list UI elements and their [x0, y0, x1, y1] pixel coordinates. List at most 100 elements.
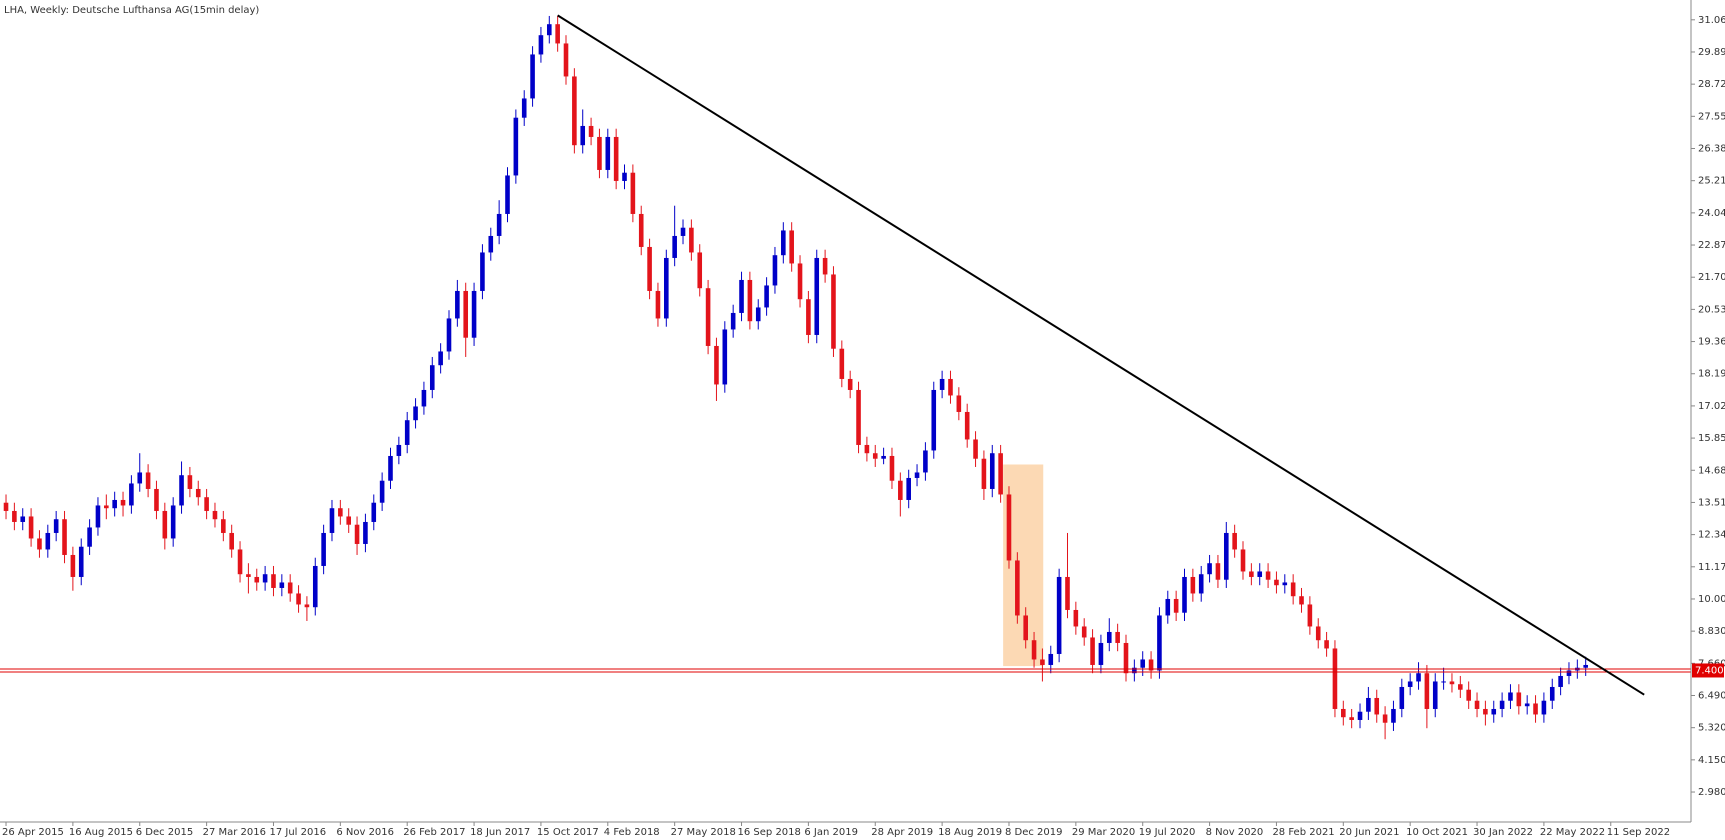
candle-body [730, 312, 736, 330]
x-tick-label: 17 Jul 2016 [269, 827, 326, 838]
candle-body [1223, 532, 1229, 580]
x-tick-label: 6 Jan 2019 [804, 827, 858, 838]
candle-body [1407, 681, 1413, 687]
candle-body [931, 389, 937, 451]
x-tick-label: 27 Mar 2016 [203, 827, 266, 838]
candle-body [714, 345, 719, 385]
candle-body [747, 279, 753, 322]
candle-body [1424, 673, 1430, 709]
candle-body [488, 235, 494, 253]
candle-body [981, 458, 987, 489]
candle-body [262, 574, 268, 583]
candle-body [1499, 700, 1505, 709]
candle-body [722, 329, 728, 385]
candle-body [246, 574, 251, 577]
candle-body [555, 24, 560, 44]
candle-body [914, 472, 920, 478]
candle-body [923, 450, 928, 473]
candle-body [87, 527, 92, 547]
x-tick-label: 26 Feb 2017 [403, 827, 465, 838]
candle-body [1215, 563, 1221, 580]
candle-body [120, 499, 126, 506]
candle-body [304, 604, 310, 608]
candle-body [1140, 659, 1146, 668]
candle-body [697, 252, 703, 289]
candle-body [429, 365, 435, 390]
y-tick-label: 31.060 [1698, 15, 1725, 26]
candle-body [1541, 700, 1547, 715]
candle-body [62, 519, 67, 555]
candle-body [354, 524, 360, 544]
y-tick-label: 25.210 [1698, 176, 1725, 187]
y-tick-label: 10.000 [1698, 594, 1725, 605]
candle-body [806, 299, 811, 335]
y-tick-label: 14.680 [1698, 465, 1725, 476]
x-tick-label: 6 Nov 2016 [336, 827, 394, 838]
candle-body [881, 455, 886, 459]
candle-body [831, 274, 836, 349]
candle-body [1240, 549, 1246, 572]
x-tick-label: 11 Sep 2022 [1607, 827, 1670, 838]
y-tick-label: 24.040 [1698, 208, 1725, 219]
x-tick-label: 10 Oct 2021 [1406, 827, 1468, 838]
candle-body [655, 290, 661, 319]
candle-body [195, 488, 201, 498]
candle-body [1198, 574, 1204, 594]
candle-body [1081, 626, 1087, 638]
candle-body [438, 351, 443, 366]
candle-body [755, 307, 761, 322]
candle-body [538, 35, 544, 55]
candle-body [28, 516, 34, 539]
candle-body [396, 444, 402, 456]
candle-body [1508, 692, 1513, 701]
candle-body [505, 175, 510, 214]
candle-body [856, 389, 861, 445]
candle-body [463, 290, 469, 338]
candle-body [1023, 615, 1028, 641]
candle-body [179, 475, 184, 506]
candle-body [1349, 717, 1354, 720]
x-tick-label: 28 Apr 2019 [871, 827, 933, 838]
candle-body [329, 508, 335, 533]
candle-body [221, 519, 226, 533]
candle-body [1249, 571, 1254, 577]
x-tick-label: 8 Nov 2020 [1206, 827, 1264, 838]
x-tick-label: 30 Jan 2022 [1473, 827, 1533, 838]
y-tick-label: 17.020 [1698, 401, 1725, 412]
candle-body [1265, 571, 1271, 580]
candle-body [95, 505, 101, 528]
plot [0, 14, 1691, 740]
candle-body [672, 235, 677, 258]
candle-body [597, 136, 602, 170]
candle-body [254, 576, 260, 583]
y-tick-label: 26.380 [1698, 144, 1725, 155]
x-tick-label: 26 Apr 2015 [2, 827, 64, 838]
candle-body [1098, 642, 1104, 665]
candle-body [1391, 708, 1396, 723]
candle-body [45, 532, 51, 550]
candle-body [1056, 576, 1062, 654]
chart-title: LHA, Weekly: Deutsche Lufthansa AG(15min… [4, 5, 259, 16]
candle-body [1015, 560, 1020, 616]
candle-body [204, 497, 209, 511]
candle-body [1307, 604, 1313, 627]
candle-body [104, 505, 109, 509]
y-tick-label: 20.530 [1698, 304, 1725, 315]
candle-body [1123, 642, 1129, 674]
y-tick-label: 6.490 [1698, 690, 1725, 701]
candle-body [37, 538, 42, 550]
candle-body [1366, 697, 1371, 712]
candle-body [1106, 631, 1112, 643]
candle-body [530, 54, 535, 99]
candle-body [973, 439, 978, 459]
candle-body [1432, 681, 1438, 709]
x-tick-label: 8 Dec 2019 [1005, 827, 1063, 838]
y-tick-label: 4.150 [1698, 755, 1725, 766]
candle-body [480, 252, 485, 291]
candle-body [1232, 532, 1237, 550]
candle-body [664, 257, 669, 319]
candle-body [321, 532, 326, 566]
candle-body [1048, 653, 1054, 665]
y-tick-label: 19.360 [1698, 337, 1725, 348]
